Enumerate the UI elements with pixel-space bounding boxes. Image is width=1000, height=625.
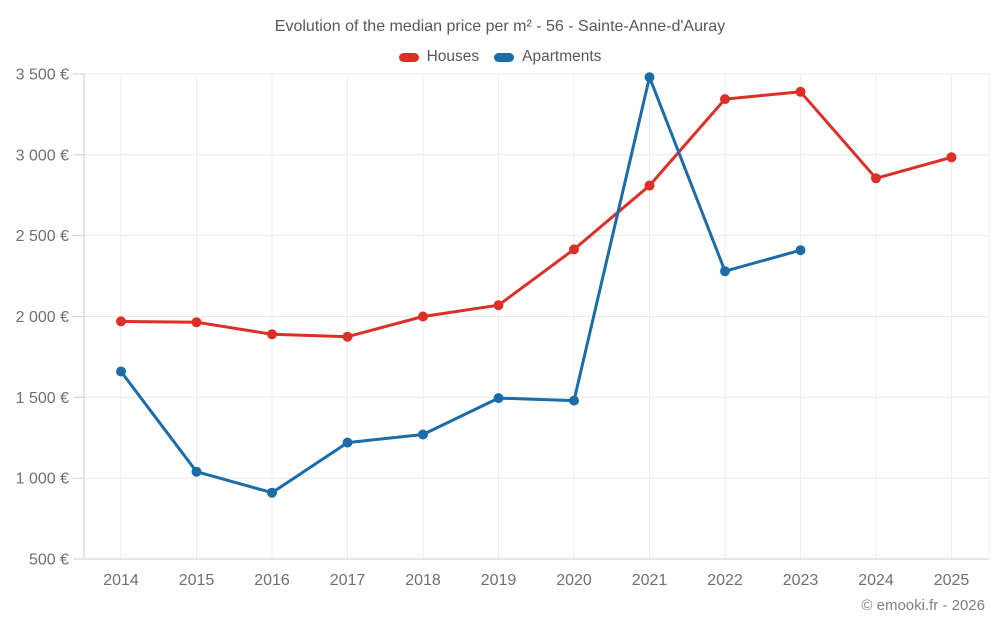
x-axis-label: 2020 [556, 572, 592, 589]
houses-data-point [116, 316, 126, 327]
x-axis-label: 2015 [179, 572, 215, 589]
chart-title: Evolution of the median price per m² - 5… [274, 18, 726, 35]
houses-line [119, 90, 953, 339]
apartments-data-point [493, 393, 504, 404]
houses-data-point [946, 152, 957, 163]
legend-label: Apartments [522, 48, 602, 65]
apartments-data-point [720, 266, 730, 277]
legend-swatch-icon [494, 52, 515, 62]
copyright-footer: © emooki.fr - 2026 [861, 597, 985, 614]
x-axis-label: 2025 [934, 572, 970, 589]
apartments-data-point [418, 429, 428, 440]
legend-item-houses[interactable]: Houses [398, 48, 480, 66]
houses-data-point [493, 300, 504, 311]
x-axis-label: 2021 [632, 572, 668, 589]
legend-item-apartments[interactable]: Apartments [494, 48, 601, 66]
y-axis-label: 3 500 € [16, 67, 69, 84]
y-axis-label: 1 500 € [16, 390, 69, 407]
x-axis-label: 2014 [103, 572, 139, 589]
y-axis-label: 2 500 € [16, 228, 69, 245]
houses-data-point [342, 331, 353, 342]
y-axis-label: 1 000 € [16, 471, 69, 488]
chart-legend: Houses Apartments [0, 48, 1000, 66]
apartments-data-point [116, 366, 126, 377]
houses-data-point [267, 329, 277, 340]
apartments-line [119, 75, 802, 495]
apartments-data-point [342, 437, 353, 448]
houses-data-point [871, 173, 881, 184]
y-axis-label: 3 000 € [16, 147, 69, 164]
x-axis-label: 2018 [405, 572, 441, 589]
x-axis-label: 2024 [858, 572, 894, 589]
apartments-data-point [644, 72, 655, 83]
apartments-data-point [569, 395, 579, 406]
houses-data-point [569, 244, 579, 255]
houses-data-point [795, 86, 806, 97]
apartments-data-point [191, 466, 202, 477]
x-axis-label: 2023 [783, 572, 819, 589]
x-axis-label: 2017 [330, 572, 366, 589]
x-axis-label: 2022 [707, 572, 743, 589]
legend-label: Houses [426, 48, 480, 65]
houses-data-point [191, 317, 202, 328]
legend-swatch-icon [398, 52, 419, 62]
houses-data-point [418, 311, 428, 322]
y-axis-label: 2 000 € [16, 309, 69, 326]
apartments-data-point [795, 245, 806, 256]
houses-data-point [644, 180, 655, 191]
apartments-data-point [267, 487, 277, 498]
houses-data-point [720, 94, 730, 105]
x-axis-label: 2016 [254, 572, 290, 589]
x-axis-label: 2019 [481, 572, 517, 589]
y-axis-label: 500 € [29, 552, 69, 569]
